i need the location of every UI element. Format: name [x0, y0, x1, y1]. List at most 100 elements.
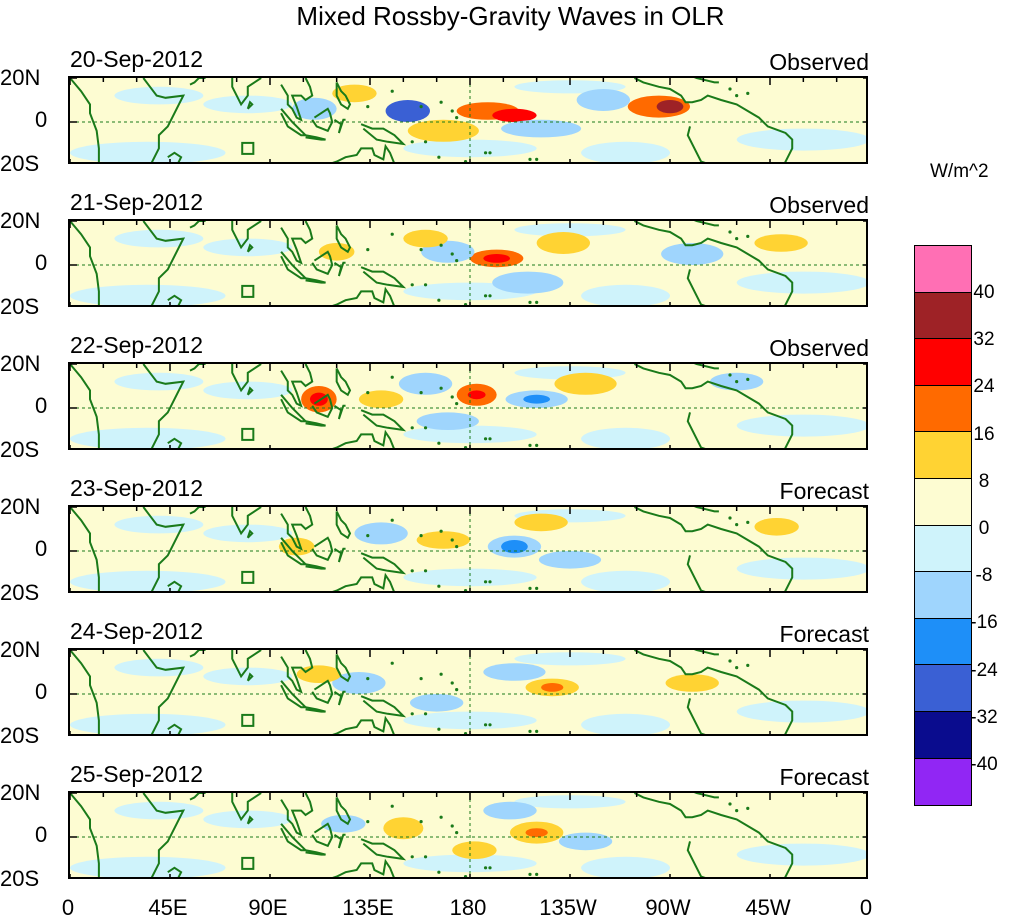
island [439, 529, 443, 533]
colorbar-swatch [915, 525, 971, 573]
island [423, 569, 428, 573]
negative-anomaly-band [403, 425, 537, 444]
island [410, 855, 414, 859]
coastline [305, 849, 326, 856]
olr-map-panel [68, 791, 868, 879]
coastline [189, 650, 206, 658]
negative-anomaly-band [581, 570, 670, 591]
island [455, 402, 459, 406]
island [728, 87, 732, 91]
island [423, 855, 428, 859]
coastline [360, 838, 407, 861]
island [419, 391, 423, 395]
latitude-label: 20N [0, 351, 41, 376]
island [437, 155, 441, 159]
coastline [693, 793, 719, 799]
island [735, 237, 739, 241]
negative-anomaly-band [70, 713, 226, 734]
coastline [305, 420, 326, 427]
island [483, 723, 488, 727]
coastline [311, 393, 334, 419]
longitude-label: 135E [342, 895, 394, 920]
positive-olr-anomaly [665, 674, 719, 692]
island [439, 100, 443, 104]
olr-map-panel [68, 362, 868, 450]
coastline [311, 250, 334, 276]
olr-map-panel [68, 76, 868, 164]
island [528, 729, 532, 733]
longitude-label: 45E [148, 895, 188, 920]
island [488, 151, 492, 155]
coastline [231, 78, 262, 107]
negative-olr-anomaly [523, 394, 550, 404]
negative-olr-anomaly [416, 412, 479, 430]
negative-olr-anomaly [332, 672, 386, 694]
positive-olr-anomaly [754, 518, 799, 536]
negative-anomaly-band [581, 856, 670, 877]
coastline [686, 555, 706, 591]
panel-date: 23-Sep-2012 [70, 475, 203, 501]
coastline [142, 221, 186, 305]
panel-date: 25-Sep-2012 [70, 761, 203, 787]
island [528, 157, 532, 161]
negative-anomaly-band [581, 427, 670, 448]
coastline [280, 221, 314, 265]
coastline [360, 266, 407, 289]
island [535, 443, 539, 447]
coastline [335, 224, 352, 254]
latitude-label: 20S [0, 151, 40, 176]
negative-olr-anomaly [576, 89, 630, 111]
positive-olr-anomaly [541, 683, 564, 692]
coastline [686, 126, 706, 162]
negative-olr-anomaly [410, 694, 464, 712]
colorbar-tick-label: 24 [973, 376, 995, 398]
negative-anomaly-band [403, 139, 537, 158]
colorbar-swatch [915, 339, 971, 386]
colorbar-swatch [915, 618, 971, 666]
negative-anomaly-band [70, 141, 226, 162]
coastline [333, 833, 346, 849]
island [483, 437, 488, 441]
positive-olr-anomaly [358, 390, 404, 408]
island [419, 248, 423, 252]
negative-anomaly-band [403, 711, 537, 730]
positive-olr-anomaly [483, 254, 510, 263]
negative-olr-anomaly [483, 801, 537, 820]
coastline [167, 580, 183, 591]
region-box [241, 713, 255, 727]
coastline [280, 650, 314, 694]
island [390, 375, 394, 379]
island [366, 248, 370, 252]
longitude-label: 0 [61, 895, 75, 920]
island [746, 806, 750, 810]
negative-anomaly-band [203, 238, 293, 257]
colorbar-swatch [915, 385, 971, 433]
negative-olr-anomaly [492, 271, 564, 294]
coastline [311, 679, 334, 705]
coastline [686, 269, 706, 305]
region-box [241, 427, 255, 441]
island [410, 569, 414, 573]
coastline [360, 409, 407, 432]
island [728, 516, 732, 520]
coastline [333, 261, 346, 277]
island [410, 426, 414, 430]
island [450, 681, 454, 685]
island [423, 712, 428, 716]
map-svg [70, 221, 866, 305]
region-box [241, 570, 255, 584]
panel-type-label: Observed [769, 192, 869, 218]
colorbar-tick-label: 0 [978, 518, 990, 539]
coastline [70, 793, 100, 877]
positive-olr-anomaly [407, 119, 479, 142]
coastline [231, 793, 262, 822]
island [735, 523, 739, 527]
longitude-label: 135W [539, 895, 597, 920]
island [366, 820, 370, 824]
coastline [70, 364, 100, 448]
island [366, 105, 370, 109]
coastline [311, 107, 334, 133]
island [439, 386, 443, 390]
island [410, 712, 414, 716]
coastline [167, 723, 183, 734]
